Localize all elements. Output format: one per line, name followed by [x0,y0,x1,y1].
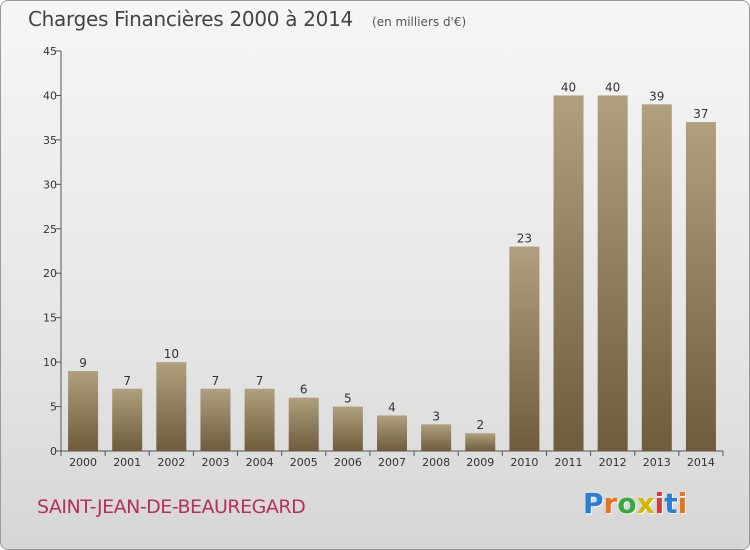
bar [553,95,584,451]
y-tick-label: 5 [50,401,57,414]
y-tick-label: 45 [43,45,57,58]
y-tick-label: 20 [43,267,57,280]
y-tick-label: 0 [50,445,57,458]
bar [156,362,187,451]
x-tick-label: 2009 [466,456,494,469]
title-row: Charges Financières 2000 à 2014 (en mill… [28,7,466,31]
data-label: 3 [432,409,440,423]
data-label: 7 [212,374,220,388]
x-tick-label: 2010 [510,456,538,469]
data-label: 6 [300,383,308,397]
bar [421,424,452,451]
x-tick-label: 2000 [69,456,97,469]
bar [641,104,672,451]
bar [112,388,143,451]
brand-logo-letter: t [664,487,678,520]
bar [597,95,628,451]
x-tick-label: 2013 [643,456,671,469]
x-tick-label: 2006 [334,456,362,469]
data-label: 9 [79,356,87,370]
x-tick-label: 2007 [378,456,406,469]
x-axis: 2000 2001 2002 2003 2004 2005 2006 2007 2008 2009… [60,450,724,469]
y-tick-label: 25 [43,223,57,236]
x-tick-label: 2004 [246,456,274,469]
data-label: 10 [164,347,179,361]
bar [244,388,275,451]
x-tick-label: 2002 [157,456,185,469]
brand-logo-letter: x [636,487,655,520]
bar [68,371,99,451]
brand-logo-letter: i [677,487,688,520]
data-label: 23 [517,232,532,246]
data-label: 39 [649,89,664,103]
brand-logo-letter: i [654,487,665,520]
value-labels: 9 7 10 7 7 6 5 4 3 2 23 40 40 39 37 [79,80,708,432]
x-tick-label: 2003 [201,456,229,469]
bar [332,406,363,451]
y-tick-label: 40 [43,89,57,102]
y-tick-label: 10 [43,356,57,369]
x-tick-label: 2014 [687,456,715,469]
bar [200,388,231,451]
brand-logo-letter: r [603,487,618,520]
bars [68,95,716,451]
data-label: 4 [388,400,396,414]
brand-logo-letter: P [583,487,604,520]
data-label: 2 [476,418,484,432]
y-axis: 0 5 10 15 20 25 30 35 40 45 [43,45,62,458]
data-label: 40 [561,80,576,94]
x-tick-label: 2008 [422,456,450,469]
bar [685,122,716,451]
y-tick-label: 15 [43,312,57,325]
bar [377,415,407,451]
y-tick-label: 30 [43,178,57,191]
x-tick-label: 2005 [290,456,318,469]
commune-name: SAINT-JEAN-DE-BEAUREGARD [37,496,306,518]
data-label: 5 [344,392,352,406]
bar [465,433,496,451]
bar [509,246,540,451]
data-label: 40 [605,80,620,94]
x-tick-label: 2011 [555,456,583,469]
brand-logo: Proxiti [583,487,687,520]
y-tick-label: 35 [43,134,57,147]
data-label: 37 [693,107,708,121]
x-tick-label: 2012 [599,456,627,469]
brand-logo-letter: o [617,487,637,520]
data-label: 7 [256,374,264,388]
chart-unit: (en milliers d'€) [372,15,467,29]
data-label: 7 [123,374,131,388]
x-tick-label: 2001 [113,456,141,469]
chart-title: Charges Financières 2000 à 2014 [28,7,353,31]
bar [288,397,319,451]
